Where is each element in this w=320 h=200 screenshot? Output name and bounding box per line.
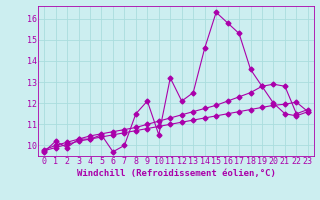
X-axis label: Windchill (Refroidissement éolien,°C): Windchill (Refroidissement éolien,°C) bbox=[76, 169, 276, 178]
